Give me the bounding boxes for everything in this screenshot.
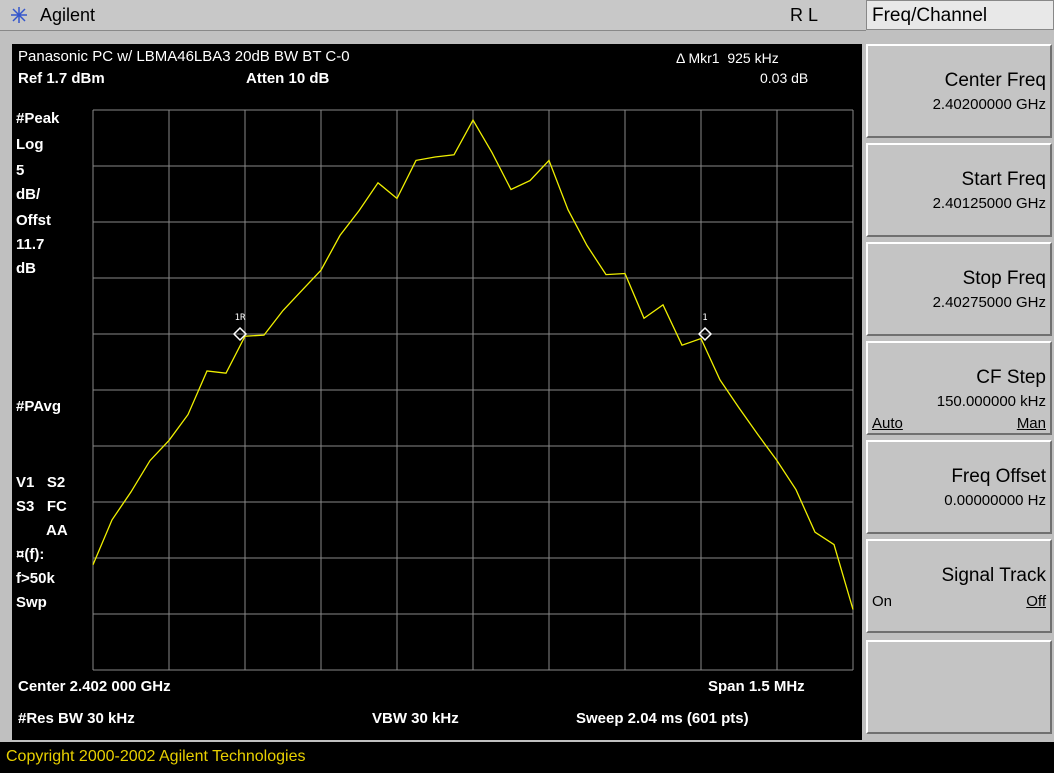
status-label: AA	[46, 522, 68, 539]
softkey-value: 2.40200000 GHz	[932, 96, 1046, 113]
sweep: Sweep 2.04 ms (601 pts)	[576, 710, 749, 727]
status-label: ¤(f):	[16, 546, 45, 563]
footer-bar	[0, 742, 1054, 773]
trace	[92, 118, 854, 610]
softkey[interactable]: CF Step 150.000000 kHz Auto Man	[866, 341, 1052, 435]
softkey-value: 2.40125000 GHz	[932, 195, 1046, 212]
left-label: dB	[16, 260, 36, 277]
brand: Agilent	[40, 5, 96, 25]
status-label: Swp	[16, 594, 47, 611]
softkey-label: CF Step	[976, 367, 1046, 388]
softkey-value: 0.00000000 Hz	[944, 492, 1046, 509]
vbw: VBW 30 kHz	[372, 710, 459, 727]
left-label: 11.7	[16, 236, 45, 253]
softkey[interactable]: Start Freq 2.40125000 GHz	[866, 143, 1052, 237]
avg-label: #PAvg	[16, 398, 62, 415]
menu-title-box	[866, 0, 1054, 30]
span: Span 1.5 MHz	[708, 678, 805, 695]
softkey[interactable]: Center Freq 2.40200000 GHz	[866, 44, 1052, 138]
status-label: S3 FC	[16, 498, 67, 515]
left-label: dB/	[16, 186, 41, 203]
logo	[11, 7, 27, 23]
softkey-option: Auto	[872, 415, 903, 432]
copyright: Copyright 2000-2002 Agilent Technologies	[6, 748, 306, 765]
softkey[interactable]: Stop Freq 2.40275000 GHz	[866, 242, 1052, 336]
softkey-label: Stop Freq	[962, 268, 1046, 289]
softkey-label: Start Freq	[961, 169, 1046, 190]
marker	[697, 326, 713, 342]
softkey-label: Center Freq	[944, 70, 1046, 91]
softkey-label: Freq Offset	[951, 466, 1046, 487]
softkey-label: Signal Track	[941, 565, 1046, 586]
status-label: f>50k	[16, 570, 55, 587]
marker-delta: 0.03 dB	[760, 70, 809, 86]
marker-label: 1R	[235, 313, 246, 323]
top-bar	[0, 0, 866, 31]
screen-title: Panasonic PC w/ LBMA46LBA3 20dB BW BT C-…	[18, 48, 350, 65]
left-label: #Peak	[16, 110, 60, 127]
softkey-option: Man	[1016, 415, 1046, 432]
left-label: 5	[16, 162, 25, 179]
softkey-option: Off	[1026, 593, 1046, 610]
softkey-value: 2.40275000 GHz	[932, 294, 1046, 311]
marker-readout: Δ Mkr1 925 kHz	[676, 50, 779, 66]
center: Center 2.402 000 GHz	[18, 678, 171, 695]
menu-title: Freq/Channel	[872, 5, 988, 26]
softkey[interactable]: Signal Track On Off	[866, 539, 1052, 633]
rbw: #Res BW 30 kHz	[18, 710, 135, 727]
blank-key[interactable]	[866, 640, 1052, 734]
left-label: Log	[16, 136, 44, 153]
status: R L	[790, 5, 819, 25]
graticule: 1R 1	[92, 109, 854, 671]
softkey-value: 150.000000 kHz	[936, 393, 1046, 410]
marker	[232, 326, 248, 342]
marker-label: 1	[702, 313, 707, 323]
atten: Atten 10 dB	[246, 70, 330, 87]
softkey[interactable]: Freq Offset 0.00000000 Hz	[866, 440, 1052, 534]
display	[12, 44, 862, 740]
softkey-option: On	[872, 593, 893, 610]
ref-level: Ref 1.7 dBm	[18, 70, 105, 87]
status-label: V1 S2	[16, 474, 66, 491]
left-label: Offst	[16, 212, 51, 229]
